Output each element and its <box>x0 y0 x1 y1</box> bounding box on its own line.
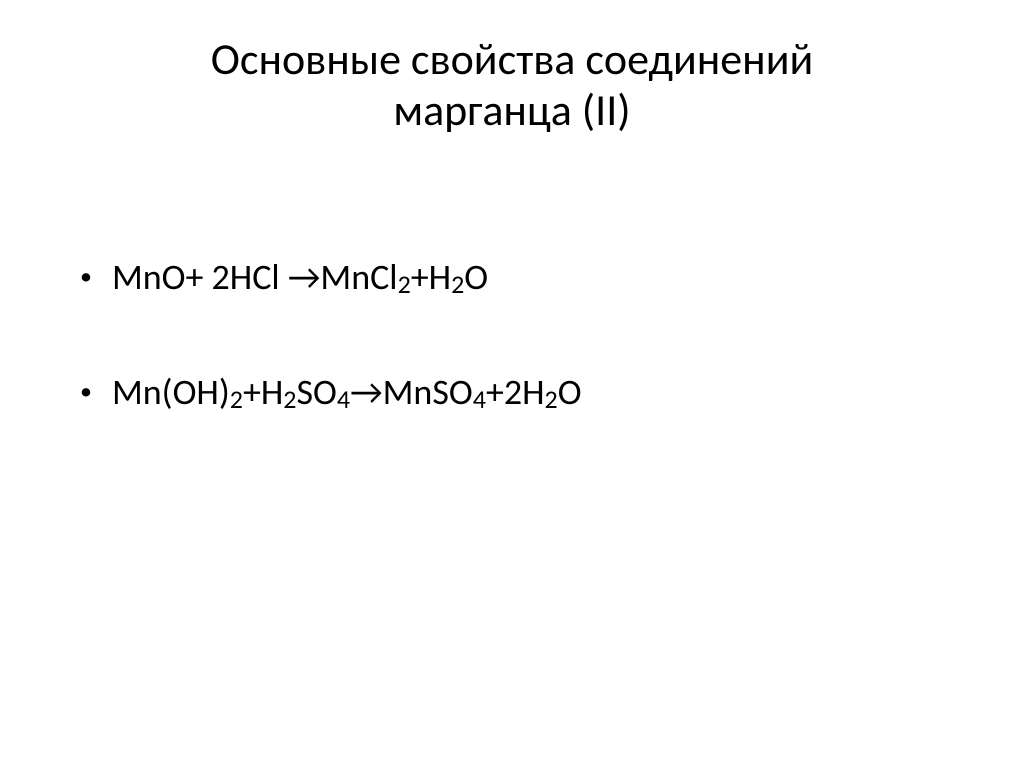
slide-body: • MnO+ 2HCl →MnCl2+H2O • Mn(OH)2+H2SO4→M… <box>60 255 964 485</box>
slide-title: Основные свойства соединений марганца (I… <box>60 34 964 135</box>
title-line-2: марганца (II) <box>393 83 630 137</box>
bullet-2: • Mn(OH)2+H2SO4→MnSO4+2H2O <box>80 370 964 415</box>
slide: Основные свойства соединений марганца (I… <box>0 0 1024 767</box>
bullet-dot-icon: • <box>80 370 92 414</box>
equation-1: MnO+ 2HCl →MnCl2+H2O <box>112 255 488 300</box>
title-line-1: Основные свойства соединений <box>211 32 814 86</box>
bullet-1: • MnO+ 2HCl →MnCl2+H2O <box>80 255 964 300</box>
bullet-dot-icon: • <box>80 255 92 299</box>
equation-2: Mn(OH)2+H2SO4→MnSO4+2H2O <box>112 370 582 415</box>
